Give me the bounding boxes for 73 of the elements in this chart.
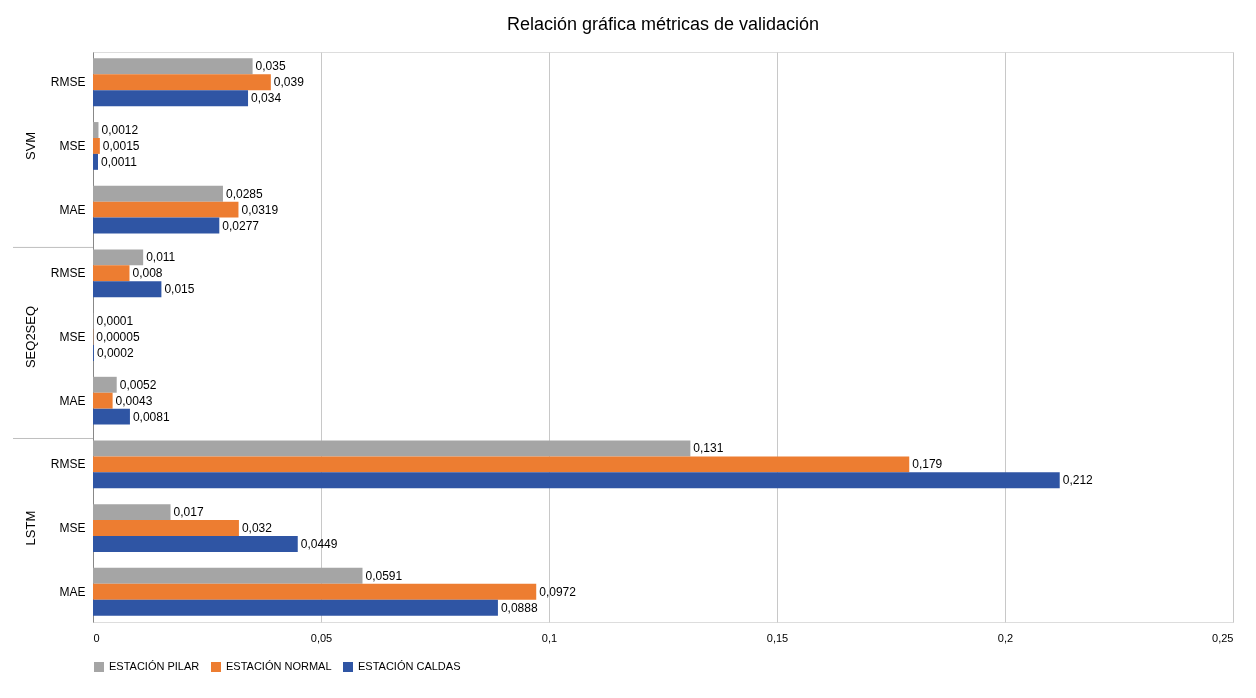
- y-tick-label: MAE: [59, 393, 86, 408]
- data-label: 0,011: [146, 250, 176, 265]
- bar: [93, 456, 910, 473]
- bar: [93, 185, 223, 202]
- data-label: 0,0081: [132, 409, 170, 424]
- bar: [93, 249, 144, 266]
- bar: [93, 137, 100, 154]
- bar: [93, 58, 253, 75]
- data-label: 0,0277: [222, 218, 260, 233]
- data-label: 0,039: [273, 75, 305, 90]
- data-label: 0,0285: [225, 186, 263, 201]
- bar: [93, 281, 162, 298]
- data-label: 0,0011: [101, 154, 138, 169]
- bar: [93, 567, 363, 584]
- bar: [93, 520, 239, 537]
- bar: [93, 408, 130, 425]
- bar: [93, 536, 298, 552]
- bar: [93, 376, 117, 393]
- x-tick-label: 0,25: [1212, 631, 1234, 644]
- data-label: 0,179: [912, 457, 943, 472]
- data-label: 0,015: [164, 282, 195, 297]
- bar: [93, 153, 99, 170]
- data-label: 0,0449: [300, 536, 338, 551]
- text: LSTM: [23, 510, 38, 546]
- y-tick-label: RMSE: [50, 457, 86, 472]
- data-label: 0,008: [132, 266, 163, 281]
- data-label: 0,034: [251, 91, 282, 106]
- bar: [93, 201, 239, 218]
- y-tick-label: RMSE: [50, 75, 86, 90]
- bar: [93, 217, 220, 234]
- x-tick-label: 0,15: [766, 631, 789, 644]
- data-label: 0,0002: [96, 345, 134, 360]
- y-tick-label: MSE: [59, 138, 86, 153]
- y-tick-label: MAE: [59, 202, 86, 217]
- bar: [93, 392, 113, 409]
- chart-title: Relación gráfica métricas de validación: [506, 14, 820, 34]
- text: SVM: [23, 131, 38, 161]
- bar: [93, 583, 537, 600]
- x-tick-label: 0,05: [310, 631, 333, 644]
- bar: [93, 74, 271, 91]
- bar: [93, 472, 1060, 489]
- data-label: 0,131: [693, 441, 724, 456]
- legend-label: ESTACIÓN PILAR: [109, 660, 200, 672]
- x-tick-label: 0,1: [541, 631, 558, 644]
- data-label: 0,017: [173, 505, 204, 520]
- data-label: 0,00005: [96, 330, 140, 344]
- data-label: 0,0001: [96, 314, 134, 329]
- bar: [93, 265, 130, 282]
- x-tick-label: 0,2: [997, 631, 1014, 644]
- bar: [93, 504, 171, 521]
- legend-label: ESTACIÓN NORMAL: [226, 660, 332, 672]
- y-tick-label: MSE: [59, 521, 86, 536]
- bar: [93, 90, 249, 107]
- y-tick-label: RMSE: [50, 266, 86, 281]
- y-tick-label: MAE: [59, 584, 86, 599]
- bar: [93, 599, 498, 616]
- data-label: 0,0052: [119, 377, 157, 392]
- data-label: 0,0319: [241, 202, 279, 217]
- data-label: 0,0012: [101, 123, 139, 138]
- bar: [93, 122, 99, 138]
- data-label: 0,0043: [115, 393, 153, 408]
- data-label: 0,0888: [500, 600, 538, 615]
- data-label: 0,035: [255, 59, 286, 74]
- data-label: 0,0015: [102, 138, 140, 153]
- y-tick-label: MSE: [59, 330, 86, 344]
- data-label: 0,212: [1062, 473, 1094, 488]
- legend-label: ESTACIÓN CALDAS: [358, 660, 461, 672]
- text: SEQ2SEQ: [23, 305, 38, 369]
- bar: [93, 440, 691, 457]
- data-label: 0,0591: [365, 568, 403, 583]
- data-label: 0,032: [241, 521, 273, 536]
- data-label: 0,0972: [539, 584, 577, 599]
- x-tick-label: 0: [93, 631, 100, 644]
